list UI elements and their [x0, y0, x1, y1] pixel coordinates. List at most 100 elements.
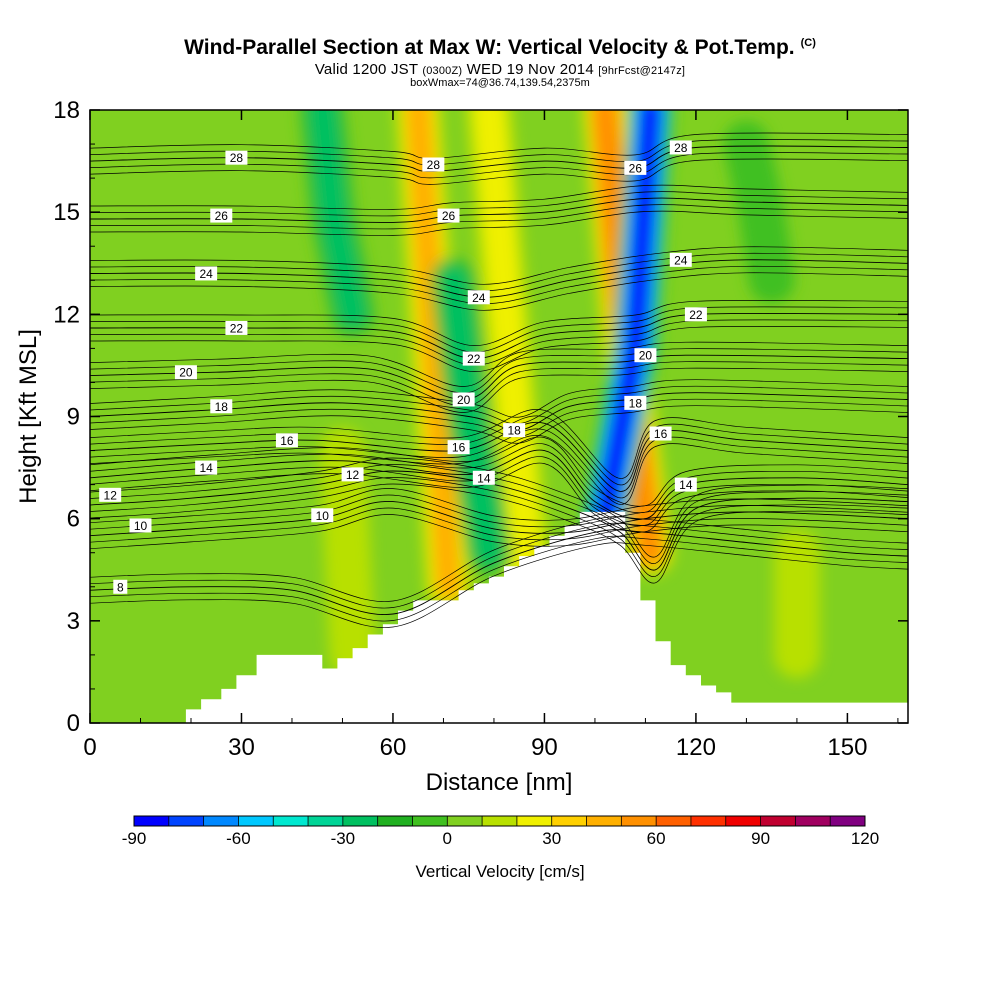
contour-label-extra-9-bg	[634, 348, 657, 363]
contour-label-20-bg	[174, 365, 197, 380]
y-tick-label: 18	[53, 97, 80, 124]
theta-contour-10	[90, 501, 908, 537]
title-text: Wind-Parallel Section at Max W: Vertical…	[184, 36, 795, 59]
contour-label-extra-4: 16	[452, 441, 466, 455]
theta-contour-26	[90, 197, 908, 223]
contour-label-extra-10-bg	[462, 351, 485, 366]
contour-label-extra-8: 20	[457, 393, 471, 407]
colorbar-swatch	[690, 816, 727, 826]
colorbar-swatch	[447, 816, 483, 826]
theta-contour-line	[90, 408, 908, 479]
theta-contour-line	[90, 204, 908, 230]
contour-label-extra-3-bg	[674, 477, 697, 492]
theta-contour-8-minor-1	[90, 522, 908, 609]
colorbar: -90 -60 -30 0 30 60 90 120	[122, 815, 879, 848]
colorbar-swatch	[342, 816, 378, 826]
contour-label-extra-7: 18	[629, 396, 643, 410]
contour-label-extra-3: 14	[679, 478, 693, 492]
colorbar-swatch	[551, 816, 587, 826]
colorbar-tick-label: 120	[851, 829, 879, 848]
colorbar-swatch	[621, 816, 657, 826]
theta-contour-line	[90, 354, 908, 400]
contour-label-24-bg	[195, 266, 218, 281]
theta-contour-14-minor2	[90, 462, 908, 533]
downdraft-band-3	[723, 121, 795, 304]
contour-labels: 8 10 12 14 16 18 20 22 24 26 28 10 12 14 14 16 16 18 18 20 2…	[99, 140, 707, 594]
colorbar-swatch	[412, 816, 448, 826]
theta-contour-line	[90, 259, 908, 298]
terrain	[90, 511, 908, 723]
theta-contour-22-minor2	[90, 325, 908, 372]
theta-contour-26-minor1	[90, 204, 908, 230]
contour-label-extra-14: 26	[442, 209, 456, 223]
theta-contour-line	[90, 197, 908, 223]
theta-contour-line	[90, 132, 908, 159]
y-tick-label: 9	[67, 404, 80, 431]
colorbar-swatch	[273, 816, 309, 826]
colorbar-swatch	[656, 816, 692, 826]
colorbar-swatch	[203, 816, 239, 826]
theta-contour-line	[90, 421, 908, 492]
contour-label-18-bg	[210, 399, 233, 414]
contour-label-16: 16	[280, 434, 294, 448]
colorbar-tick-label: 30	[542, 829, 561, 848]
colorbar-swatch	[725, 816, 761, 826]
theta-contour-12-minor-2	[90, 457, 908, 558]
theta-contour-line	[90, 483, 908, 584]
valid-zulu: (0300Z)	[422, 65, 463, 77]
contour-label-extra-5-bg	[649, 426, 672, 441]
contour-label-18: 18	[215, 400, 229, 414]
theta-contour-line	[90, 522, 908, 609]
contour-label-extra-2-bg	[472, 470, 495, 485]
contour-label-extra-4-bg	[447, 440, 470, 455]
theta-contour-20-minor2	[90, 367, 908, 413]
contour-label-26: 26	[215, 209, 229, 223]
theta-contour-line	[90, 272, 908, 311]
colorbar-swatch	[134, 816, 170, 826]
theta-contour-line	[90, 415, 908, 486]
contour-label-extra-0-bg	[311, 508, 334, 523]
y-tick-label: 15	[53, 199, 80, 226]
theta-contour-24	[90, 259, 908, 298]
theta-contour-18-minor2	[90, 405, 908, 444]
theta-contour-26-minor2	[90, 210, 908, 236]
x-tick-label: 150	[827, 734, 867, 761]
theta-contour-line	[90, 379, 908, 418]
contour-label-extra-7-bg	[624, 395, 647, 410]
theta-contour-12	[90, 470, 908, 571]
theta-contour-8	[90, 529, 908, 616]
theta-contour-16-minor-2	[90, 408, 908, 479]
theta-contour-20	[90, 354, 908, 400]
theta-contour-line	[90, 514, 908, 550]
theta-contour-16	[90, 421, 908, 492]
contour-label-extra-10: 22	[467, 352, 481, 366]
theta-contour-12-minor1	[90, 477, 908, 577]
contour-label-extra-0: 10	[316, 509, 330, 523]
theta-contour-12-minor-1	[90, 464, 908, 564]
theta-contour-line	[90, 464, 908, 564]
theta-contour-14-minor1	[90, 456, 908, 527]
contour-label-extra-16: 28	[427, 158, 441, 172]
colorbar-swatch	[238, 816, 274, 826]
theta-contour-line	[90, 529, 908, 616]
contour-label-8-bg	[113, 579, 128, 594]
theta-contour-10-minor-2	[90, 488, 908, 524]
contour-label-extra-11-bg	[684, 307, 707, 322]
contour-label-extra-12-bg	[467, 290, 490, 305]
colorbar-swatch	[830, 816, 866, 826]
x-tick-label: 120	[676, 734, 716, 761]
colorbar-tick-label: 0	[443, 829, 452, 848]
contour-label-22: 22	[230, 321, 244, 335]
contour-label-extra-17-bg	[669, 140, 692, 155]
colorbar-swatch	[586, 816, 622, 826]
theta-contour-line	[90, 488, 908, 524]
theta-contour-line	[90, 507, 908, 543]
axes: 0 30 60 90 120 150 0 3 6 9 12 15 18 Distance [nm] Heig…	[15, 97, 908, 796]
theta-contour-line	[90, 405, 908, 444]
theta-contour-22-minor-2	[90, 299, 908, 346]
contour-label-10-bg	[129, 518, 152, 533]
contour-label-extra-15-bg	[624, 160, 647, 175]
theta-contour-24-minor1	[90, 265, 908, 305]
theta-contour-26-minor-1	[90, 191, 908, 217]
theta-contour-line	[90, 436, 908, 507]
